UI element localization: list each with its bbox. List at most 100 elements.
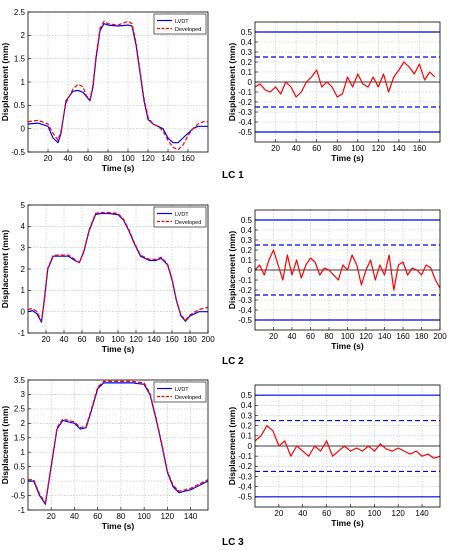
y-tick-label: 1.5	[14, 54, 26, 63]
y-tick-label: -0.2	[238, 286, 252, 295]
y-tick-label: 0	[21, 124, 26, 133]
y-tick-label: 0.4	[241, 401, 253, 410]
y-tick-label: 0.1	[241, 256, 253, 265]
y-tick-label: 0.2	[241, 58, 253, 67]
y-tick-label: 2	[21, 265, 26, 274]
y-tick-label: 2.5	[14, 405, 26, 414]
y-tick-label: -1	[18, 329, 26, 338]
y-tick-label: 4	[21, 222, 26, 231]
x-axis-label: Time (s)	[102, 344, 135, 354]
x-tick-label: 160	[413, 144, 427, 153]
x-tick-label: 140	[392, 144, 406, 153]
y-tick-label: 2	[21, 31, 26, 40]
y-tick-label: -0.5	[238, 316, 252, 325]
x-tick-label: 20	[271, 144, 280, 153]
y-tick-label: 0.2	[241, 246, 253, 255]
x-axis-label: Time (s)	[331, 341, 364, 351]
x-tick-label: 40	[60, 335, 69, 344]
x-tick-label: 100	[137, 512, 151, 521]
x-tick-label: 80	[346, 509, 355, 518]
y-tick-label: -0.3	[238, 472, 252, 481]
x-tick-label: 100	[121, 154, 135, 163]
y-tick-label: 0.3	[241, 236, 253, 245]
y-tick-label: -1	[18, 506, 26, 515]
y-axis-label: Displacement (mm)	[227, 43, 237, 122]
y-tick-label: -0.5	[238, 493, 252, 502]
x-tick-label: 100	[111, 335, 125, 344]
y-tick-label: 0.5	[14, 462, 26, 471]
x-tick-label: 40	[288, 332, 297, 341]
plot-frame	[27, 379, 209, 511]
legend-label-developed: Developed	[175, 27, 201, 33]
y-tick-label: -0.4	[238, 306, 252, 315]
y-tick-label: 0.1	[241, 68, 253, 77]
y-tick-label: 0.4	[241, 38, 253, 47]
y-tick-label: -0.1	[238, 276, 252, 285]
x-tick-label: 20	[42, 335, 51, 344]
x-tick-label: 180	[183, 335, 197, 344]
x-tick-label: 80	[116, 512, 125, 521]
x-tick-label: 160	[165, 335, 179, 344]
case-label-lc3: LC 3	[222, 537, 244, 548]
legend: LVDT Developed	[153, 206, 207, 228]
y-tick-label: 5	[21, 201, 26, 210]
x-tick-label: 140	[147, 335, 161, 344]
x-tick-label: 20	[47, 512, 56, 521]
y-tick-label: -0.3	[238, 296, 252, 305]
case-label-lc2: LC 2	[222, 356, 244, 367]
y-axis-label: Displacement (mm)	[0, 406, 10, 485]
x-tick-label: 160	[396, 332, 410, 341]
x-axis-label: Time (s)	[102, 163, 135, 173]
x-tick-label: 100	[368, 509, 382, 518]
y-tick-label: 1	[21, 448, 26, 457]
y-tick-label: 0	[21, 477, 26, 486]
chart-panel-6: 20 40 60 80 100 120 140-0.5-0.4-0.3-0.2-0.100.…	[227, 384, 441, 528]
y-axis-label: Displacement (mm)	[227, 407, 237, 486]
legend-label-lvdt: LVDT	[175, 212, 189, 218]
x-tick-label: 140	[415, 509, 429, 518]
x-tick-label: 60	[84, 154, 93, 163]
x-axis-label: Time (s)	[331, 153, 364, 163]
series-line-error	[255, 249, 440, 291]
y-tick-label: 1	[21, 286, 26, 295]
y-tick-label: 0	[248, 442, 253, 451]
x-tick-label: 40	[64, 154, 73, 163]
x-tick-label: 20	[44, 154, 53, 163]
y-tick-label: 0.1	[241, 432, 253, 441]
chart-panel-4: 20 40 60 80 100 120 140 160 180 200-0.5-0.4-0.3-0…	[227, 209, 447, 351]
x-tick-label: 20	[269, 332, 278, 341]
y-tick-label: 0.3	[241, 411, 253, 420]
y-tick-label: -0.5	[11, 148, 25, 157]
y-tick-label: -0.3	[238, 108, 252, 117]
y-tick-label: -0.5	[238, 128, 252, 137]
y-tick-label: -0.2	[238, 462, 252, 471]
y-tick-label: 1.5	[14, 434, 26, 443]
y-tick-label: 0	[21, 307, 26, 316]
x-tick-label: 20	[274, 509, 283, 518]
y-tick-label: 3	[21, 390, 26, 399]
legend: LVDT Developed	[153, 381, 207, 403]
x-tick-label: 80	[104, 154, 113, 163]
y-tick-label: 0.5	[241, 28, 253, 37]
y-tick-label: 0	[248, 266, 253, 275]
y-tick-label: 2	[21, 419, 26, 428]
x-tick-label: 200	[201, 335, 215, 344]
y-tick-label: 0.3	[241, 48, 253, 57]
y-tick-label: 0.4	[241, 226, 253, 235]
x-tick-label: 140	[161, 154, 175, 163]
x-tick-label: 140	[184, 512, 198, 521]
x-tick-label: 60	[78, 335, 87, 344]
chart-panel-1: 20 40 60 80 100 120 140 160 -0.5 0 0.5 1 1.5 2 2.5 Time…	[0, 8, 209, 173]
x-tick-label: 80	[96, 335, 105, 344]
case-label-lc1: LC 1	[222, 170, 244, 181]
x-tick-label: 60	[322, 509, 331, 518]
series-line-error	[255, 61, 436, 98]
y-axis-label: Displacement (mm)	[0, 230, 10, 309]
y-tick-label: 0.5	[14, 101, 26, 110]
legend: LVDT Developed	[153, 13, 207, 35]
y-tick-label: -0.1	[238, 452, 252, 461]
x-tick-label: 60	[312, 144, 321, 153]
x-tick-label: 180	[415, 332, 429, 341]
x-tick-label: 120	[161, 512, 175, 521]
